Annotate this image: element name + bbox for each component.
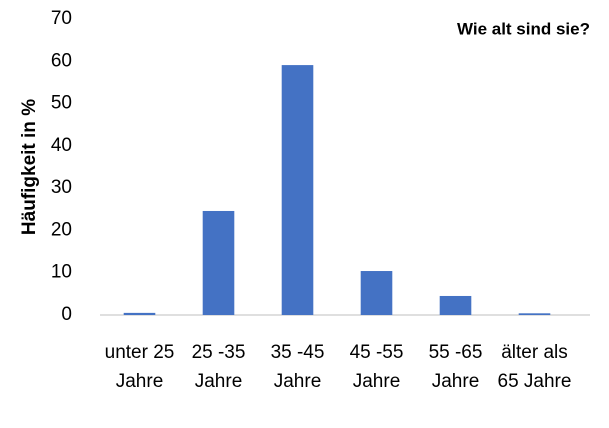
bar bbox=[281, 65, 314, 315]
y-axis-label: Häufigkeit in % bbox=[19, 99, 40, 235]
y-tick-label: 50 bbox=[51, 93, 72, 114]
x-tick-label-box: 45 -55 Jahre bbox=[349, 342, 404, 392]
y-tick-label: 20 bbox=[51, 219, 72, 240]
y-tick-label: 70 bbox=[51, 8, 72, 29]
x-tick-label: 55 -65 Jahre bbox=[428, 342, 483, 392]
x-tick-label-box: 55 -65 Jahre bbox=[428, 342, 483, 392]
x-tick-label-box: 35 -45 Jahre bbox=[270, 342, 325, 392]
x-tick-label: 45 -55 Jahre bbox=[349, 342, 404, 392]
bar bbox=[439, 295, 472, 315]
y-tick-label: 40 bbox=[51, 135, 72, 156]
y-tick-label: 30 bbox=[51, 177, 72, 198]
x-tick-label: 25 -35 Jahre bbox=[191, 342, 246, 392]
bar bbox=[518, 313, 551, 315]
x-tick-label-box: 25 -35 Jahre bbox=[191, 342, 246, 392]
y-tick-label: 0 bbox=[61, 304, 72, 325]
x-tick-label: unter 25 Jahre bbox=[104, 342, 175, 392]
x-tick-label-box: älter als 65 Jahre bbox=[497, 342, 572, 392]
bar bbox=[123, 312, 156, 315]
x-tick-label-box: unter 25 Jahre bbox=[104, 342, 175, 392]
bar bbox=[202, 210, 235, 315]
chart-title: Wie alt sind sie? bbox=[457, 19, 590, 38]
y-tick-label: 60 bbox=[51, 50, 72, 71]
bar bbox=[360, 271, 393, 315]
x-tick-label: 35 -45 Jahre bbox=[270, 342, 325, 392]
x-tick-label: älter als 65 Jahre bbox=[497, 342, 572, 392]
y-tick-label: 10 bbox=[51, 262, 72, 283]
